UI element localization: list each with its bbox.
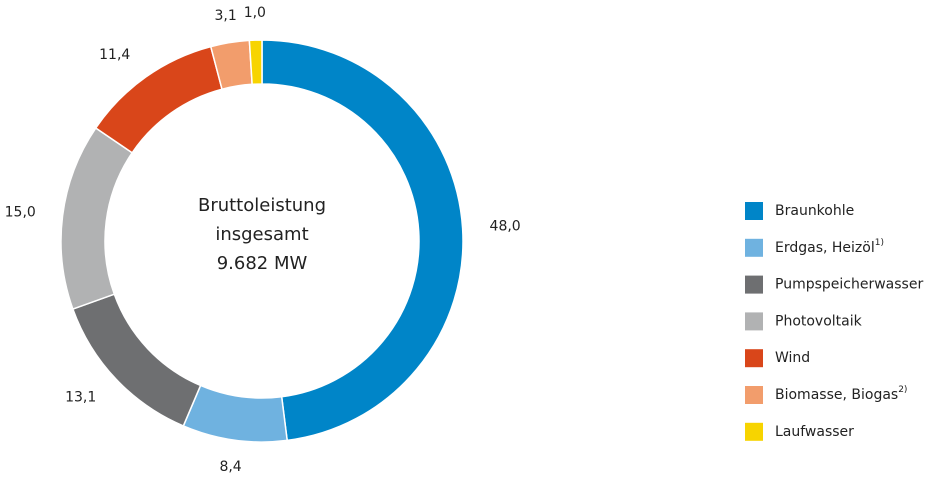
value-label: 3,1 [214, 8, 236, 24]
value-label: 11,4 [99, 47, 130, 63]
legend-label: Pumpspeicherwasser [775, 277, 923, 293]
legend-text: Wind [775, 350, 810, 366]
center-text: 9.682 MW [217, 253, 308, 274]
legend-swatch [745, 238, 763, 257]
legend-swatch [745, 349, 763, 368]
legend-text: Pumpspeicherwasser [775, 277, 923, 293]
legend-footnote: 1) [875, 237, 884, 247]
legend-swatch [745, 422, 763, 441]
center-text: insgesamt [215, 224, 308, 245]
value-label: 8,4 [219, 459, 241, 475]
legend-text: Braunkohle [775, 203, 854, 219]
legend-label: Wind [775, 350, 810, 366]
legend-label: Biomasse, Biogas2) [775, 385, 907, 404]
legend-swatch [745, 202, 763, 220]
legend-text: Photovoltaik [775, 313, 863, 329]
legend-text: Erdgas, Heizöl [775, 240, 875, 256]
value-label: 48,0 [490, 219, 521, 235]
legend-swatch [745, 386, 763, 404]
legend-label: Erdgas, Heizöl1) [775, 237, 884, 256]
legend-text: Biomasse, Biogas [775, 387, 898, 403]
value-label: 15,0 [5, 204, 36, 220]
legend-swatch [745, 312, 763, 331]
donut-segment [248, 39, 263, 86]
center-text: Bruttoleistung [198, 195, 326, 216]
value-label: 1,0 [244, 5, 266, 21]
value-label: 13,1 [65, 390, 96, 406]
legend-footnote: 2) [898, 385, 907, 395]
donut-segment [182, 384, 289, 443]
legend-label: Braunkohle [775, 203, 854, 219]
donut-segment [261, 39, 464, 442]
legend-text: Laufwasser [775, 424, 854, 440]
legend-swatch [745, 275, 763, 294]
legend-label: Laufwasser [775, 424, 854, 440]
legend-label: Photovoltaik [775, 313, 863, 329]
donut-segment [71, 293, 202, 427]
donut-segment [60, 126, 134, 311]
